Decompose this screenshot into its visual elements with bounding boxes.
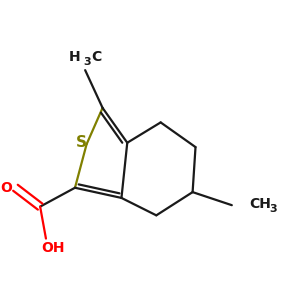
- Text: S: S: [76, 135, 87, 150]
- Text: CH: CH: [249, 197, 271, 211]
- Text: C: C: [92, 50, 102, 64]
- Text: OH: OH: [41, 241, 65, 255]
- Text: 3: 3: [269, 204, 277, 214]
- Text: O: O: [0, 181, 12, 195]
- Text: 3: 3: [84, 57, 91, 67]
- Text: H: H: [69, 50, 81, 64]
